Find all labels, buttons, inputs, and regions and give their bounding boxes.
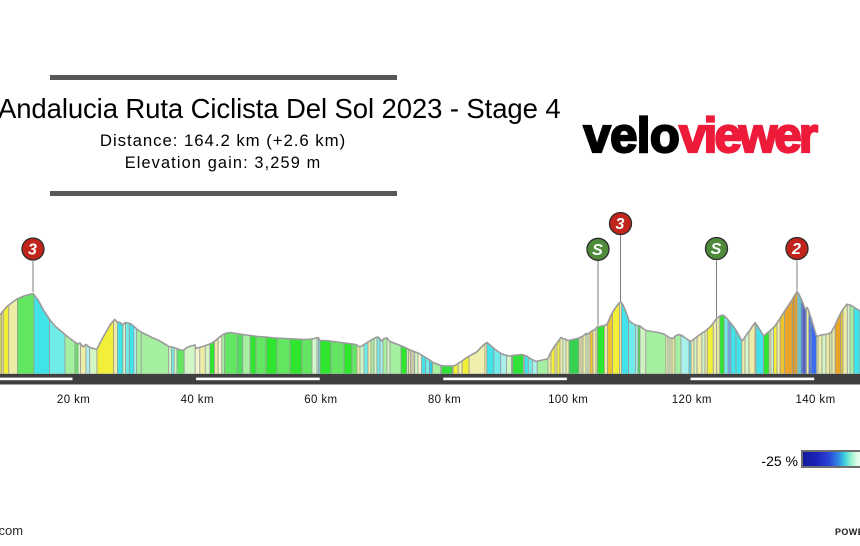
- svg-text:2: 2: [791, 241, 801, 258]
- svg-text:S: S: [592, 242, 603, 259]
- svg-text:3: 3: [28, 242, 37, 259]
- svg-text:3: 3: [616, 216, 625, 233]
- svg-text:S: S: [711, 241, 722, 258]
